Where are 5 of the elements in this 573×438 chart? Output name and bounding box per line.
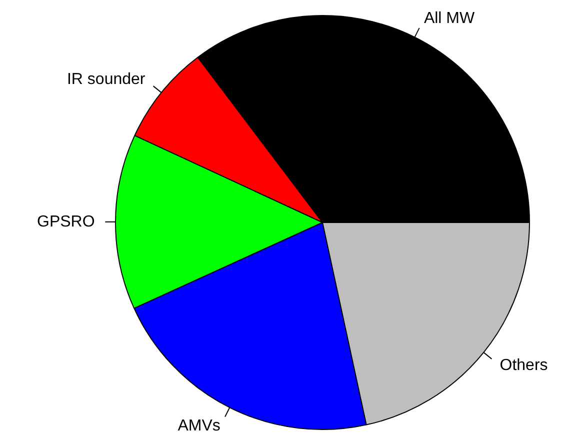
slice-label: Others	[500, 356, 548, 374]
slice-label: GPSRO	[37, 213, 95, 230]
slice-label: AMVs	[178, 418, 220, 435]
slice-label: IR sounder	[66, 71, 146, 88]
slice-label: All MW	[424, 10, 476, 28]
